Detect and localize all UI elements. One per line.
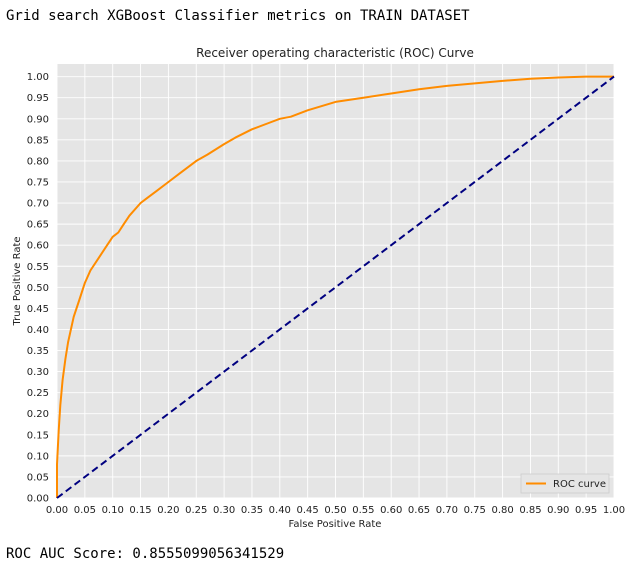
x-tick-label: 0.70 [436, 505, 458, 516]
y-tick-label: 0.20 [27, 409, 49, 420]
y-tick-label: 0.40 [27, 325, 49, 336]
y-tick-label: 0.05 [27, 472, 49, 483]
legend: ROC curve [520, 473, 610, 494]
chart-title: Receiver operating characteristic (ROC) … [196, 46, 474, 60]
x-tick-label: 0.20 [157, 505, 179, 516]
y-tick-label: 0.65 [27, 220, 49, 231]
tick-labels: 0.00 0.05 0.10 0.15 0.20 0.25 0.30 0.35 0.40 0.45… [27, 72, 625, 516]
roc-curve-line [56, 75, 614, 498]
x-tick-label: 0.60 [380, 505, 402, 516]
y-tick-label: 0.85 [27, 135, 49, 146]
y-tick-label: 0.00 [27, 494, 49, 505]
series-lines [56, 75, 615, 499]
y-tick-label: 0.55 [27, 262, 49, 273]
x-tick-label: 0.45 [297, 505, 319, 516]
x-tick-label: 0.25 [185, 505, 207, 516]
x-tick-label: 0.50 [324, 505, 346, 516]
x-tick-label: 0.85 [519, 505, 541, 516]
legend-label-roc: ROC curve [553, 479, 606, 490]
x-tick-label: 0.80 [491, 505, 513, 516]
x-tick-label: 0.10 [102, 505, 124, 516]
y-tick-label: 0.70 [27, 199, 49, 210]
x-tick-label: 0.55 [352, 505, 374, 516]
x-tick-label: 0.95 [575, 505, 597, 516]
y-tick-label: 0.15 [27, 430, 49, 441]
y-tick-label: 0.60 [27, 241, 49, 252]
y-tick-label: 0.90 [27, 114, 49, 125]
x-tick-label: 1.00 [603, 505, 625, 516]
x-tick-label: 0.30 [213, 505, 235, 516]
x-axis-title: False Positive Rate [289, 519, 382, 530]
y-tick-label: 0.10 [27, 451, 49, 462]
x-tick-label: 0.40 [269, 505, 291, 516]
y-tick-label: 0.95 [27, 93, 49, 104]
y-tick-label: 0.25 [27, 388, 49, 399]
report-heading: Grid search XGBoost Classifier metrics o… [6, 8, 470, 24]
x-tick-label: 0.75 [464, 505, 486, 516]
y-tick-label: 0.45 [27, 304, 49, 315]
x-tick-label: 0.35 [241, 505, 263, 516]
x-tick-label: 0.15 [129, 505, 151, 516]
grid-lines [56, 64, 615, 499]
diagonal-reference-line [56, 75, 615, 499]
y-tick-label: 0.50 [27, 283, 49, 294]
y-tick-label: 0.35 [27, 346, 49, 357]
auc-score-text: ROC AUC Score: 0.8555099056341529 [6, 546, 285, 562]
y-tick-label: 0.75 [27, 177, 49, 188]
y-axis-title: True Positive Rate [12, 236, 23, 326]
y-tick-label: 1.00 [27, 72, 49, 83]
x-tick-label: 0.90 [547, 505, 569, 516]
y-tick-label: 0.80 [27, 156, 49, 167]
x-tick-label: 0.65 [408, 505, 430, 516]
x-tick-label: 0.00 [46, 505, 68, 516]
legend-box [520, 473, 610, 494]
y-tick-label: 0.30 [27, 367, 49, 378]
x-tick-label: 0.05 [74, 505, 96, 516]
